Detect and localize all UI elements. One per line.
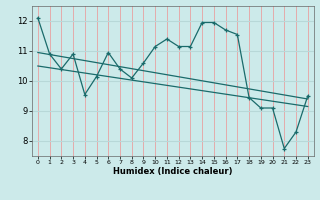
X-axis label: Humidex (Indice chaleur): Humidex (Indice chaleur) [113, 167, 233, 176]
